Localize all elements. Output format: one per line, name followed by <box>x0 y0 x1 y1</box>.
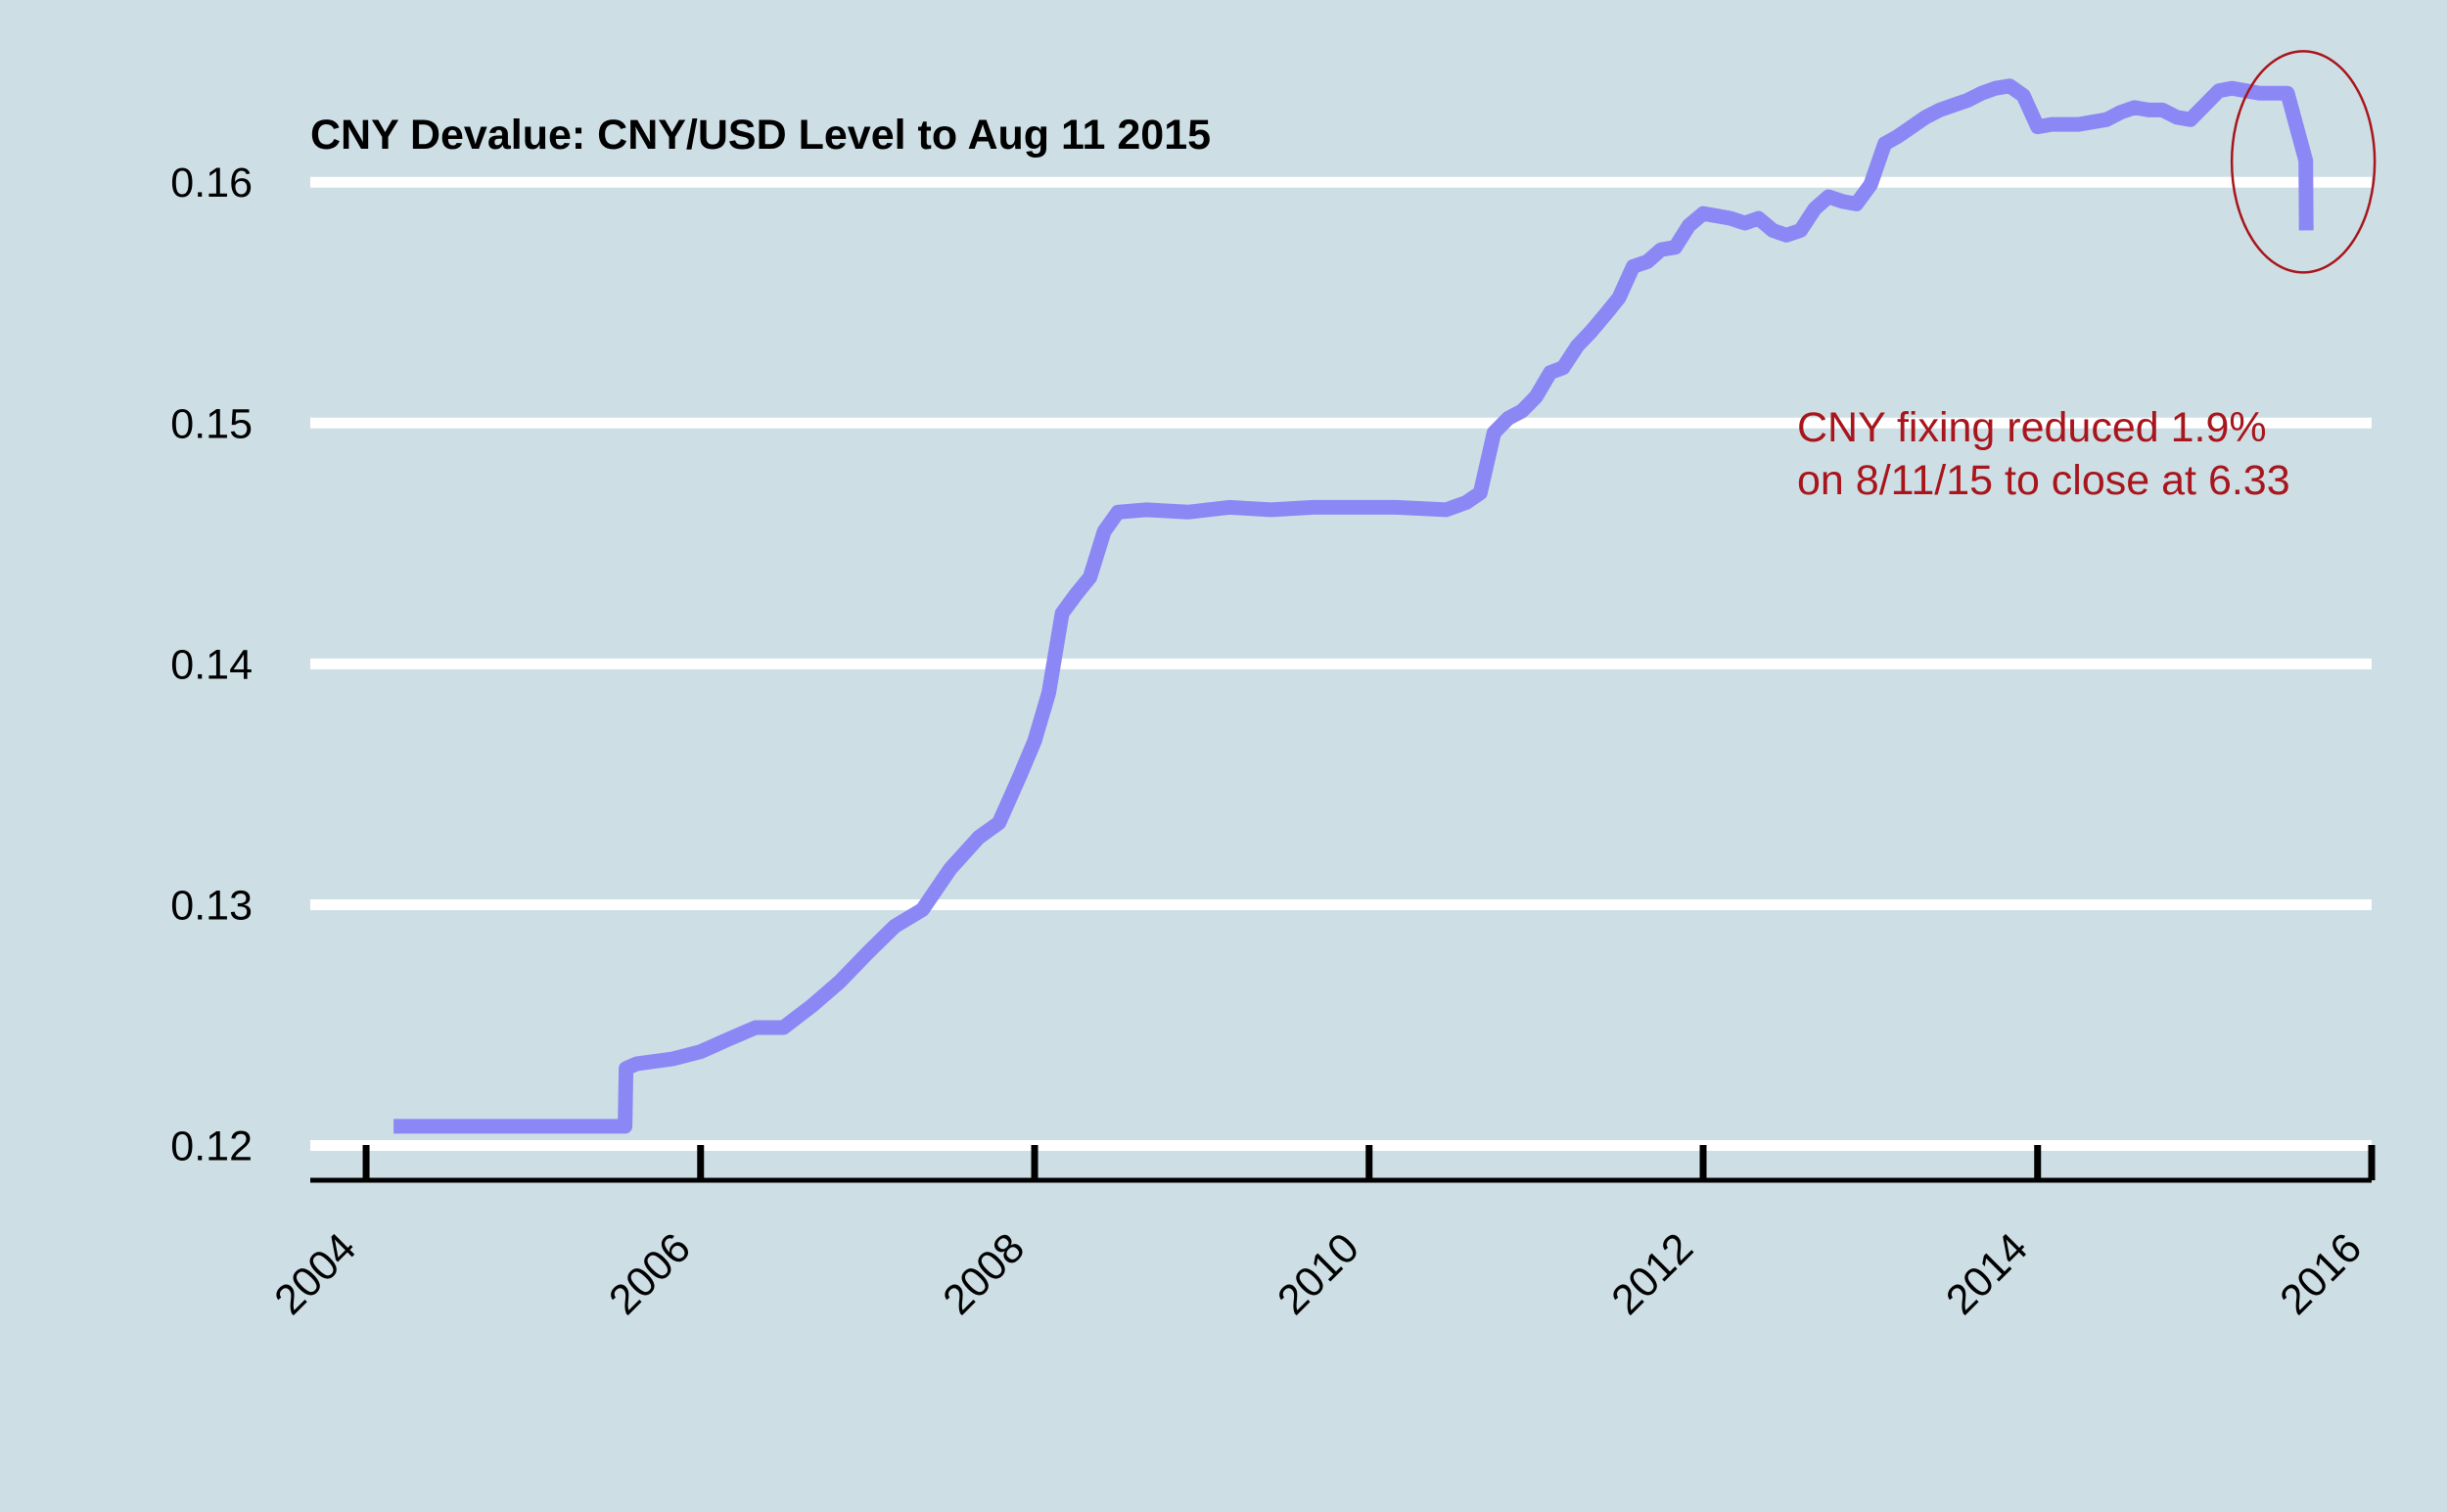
x-axis <box>310 1145 2376 1183</box>
y-tick-label: 0.14 <box>170 641 253 688</box>
annotation-text: CNY fixing reduced 1.9% <box>1797 404 2267 451</box>
gridlines <box>310 176 2372 1152</box>
y-tick-label: 0.13 <box>170 882 253 929</box>
series-group <box>393 78 2314 1134</box>
annotation-circle <box>2230 50 2377 274</box>
annotation-group: CNY fixing reduced 1.9% on 8/11/15 to clo… <box>1797 50 2377 504</box>
annotation-text: on 8/11/15 to close at 6.33 <box>1797 457 2290 504</box>
y-tick-labels: 0.12 0.13 0.14 0.15 0.16 <box>170 160 253 1169</box>
y-tick-label: 0.16 <box>170 160 253 206</box>
chart-title: CNY Devalue: CNY/USD Level to Aug 11 201… <box>310 112 1211 159</box>
y-tick-label: 0.15 <box>170 400 253 447</box>
y-tick-label: 0.12 <box>170 1123 253 1170</box>
series-line <box>393 78 2314 1134</box>
